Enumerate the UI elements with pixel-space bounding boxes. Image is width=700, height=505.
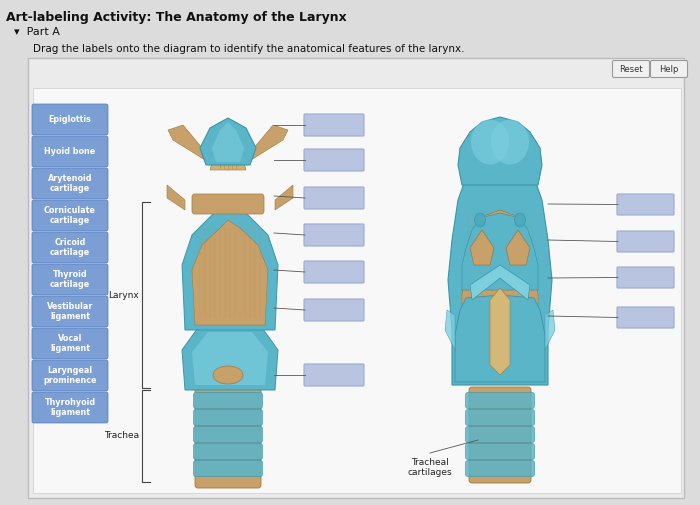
Text: Laryngeal
prominence: Laryngeal prominence bbox=[43, 366, 97, 385]
Text: Vocal
ligament: Vocal ligament bbox=[50, 334, 90, 353]
Polygon shape bbox=[545, 310, 555, 350]
FancyBboxPatch shape bbox=[195, 387, 261, 488]
FancyBboxPatch shape bbox=[304, 261, 364, 283]
FancyBboxPatch shape bbox=[469, 387, 531, 483]
FancyBboxPatch shape bbox=[32, 360, 108, 391]
Polygon shape bbox=[448, 145, 552, 385]
FancyBboxPatch shape bbox=[304, 149, 364, 171]
Text: Corniculate
cartilage: Corniculate cartilage bbox=[44, 206, 96, 225]
Polygon shape bbox=[445, 310, 455, 350]
Polygon shape bbox=[462, 213, 538, 290]
FancyBboxPatch shape bbox=[304, 224, 364, 246]
FancyBboxPatch shape bbox=[32, 392, 108, 423]
FancyBboxPatch shape bbox=[466, 443, 535, 460]
FancyBboxPatch shape bbox=[193, 392, 262, 409]
Polygon shape bbox=[470, 230, 494, 265]
Ellipse shape bbox=[475, 213, 486, 227]
FancyBboxPatch shape bbox=[32, 168, 108, 199]
Polygon shape bbox=[506, 230, 530, 265]
FancyBboxPatch shape bbox=[466, 392, 535, 409]
FancyBboxPatch shape bbox=[32, 104, 108, 135]
Text: Larynx: Larynx bbox=[108, 290, 139, 299]
FancyBboxPatch shape bbox=[193, 410, 262, 426]
Polygon shape bbox=[200, 118, 256, 165]
Text: Drag the labels onto the diagram to identify the anatomical features of the lary: Drag the labels onto the diagram to iden… bbox=[33, 44, 465, 54]
FancyBboxPatch shape bbox=[304, 299, 364, 321]
Polygon shape bbox=[490, 288, 510, 375]
Polygon shape bbox=[212, 122, 244, 162]
Polygon shape bbox=[167, 185, 185, 210]
FancyBboxPatch shape bbox=[617, 307, 674, 328]
FancyBboxPatch shape bbox=[32, 328, 108, 359]
FancyBboxPatch shape bbox=[193, 443, 262, 460]
FancyBboxPatch shape bbox=[192, 194, 264, 214]
Text: Reset: Reset bbox=[620, 65, 643, 74]
FancyBboxPatch shape bbox=[466, 427, 535, 442]
Polygon shape bbox=[275, 185, 293, 210]
FancyBboxPatch shape bbox=[32, 296, 108, 327]
Polygon shape bbox=[470, 265, 530, 300]
FancyBboxPatch shape bbox=[32, 136, 108, 167]
FancyBboxPatch shape bbox=[612, 61, 650, 77]
Text: Cricoid
cartilage: Cricoid cartilage bbox=[50, 238, 90, 257]
Text: Vestibular
ligament: Vestibular ligament bbox=[47, 302, 93, 321]
Polygon shape bbox=[192, 332, 268, 385]
FancyBboxPatch shape bbox=[617, 231, 674, 252]
FancyBboxPatch shape bbox=[32, 200, 108, 231]
Polygon shape bbox=[182, 205, 278, 330]
Text: Art-labeling Activity: The Anatomy of the Larynx: Art-labeling Activity: The Anatomy of th… bbox=[6, 11, 346, 24]
Polygon shape bbox=[228, 125, 288, 170]
FancyBboxPatch shape bbox=[193, 427, 262, 442]
FancyBboxPatch shape bbox=[466, 410, 535, 426]
Text: Epiglottis: Epiglottis bbox=[48, 115, 92, 124]
Text: Thyroid
cartilage: Thyroid cartilage bbox=[50, 270, 90, 289]
FancyBboxPatch shape bbox=[304, 114, 364, 136]
FancyBboxPatch shape bbox=[466, 461, 535, 477]
Polygon shape bbox=[182, 325, 278, 390]
FancyBboxPatch shape bbox=[193, 461, 262, 477]
Polygon shape bbox=[192, 220, 268, 325]
FancyBboxPatch shape bbox=[32, 264, 108, 295]
FancyBboxPatch shape bbox=[28, 58, 684, 498]
FancyBboxPatch shape bbox=[304, 187, 364, 209]
FancyBboxPatch shape bbox=[650, 61, 687, 77]
Text: Tracheal
cartilages: Tracheal cartilages bbox=[407, 458, 452, 477]
Text: Thyrohyoid
ligament: Thyrohyoid ligament bbox=[44, 398, 96, 417]
Text: Hyoid bone: Hyoid bone bbox=[44, 147, 96, 156]
Ellipse shape bbox=[471, 120, 509, 165]
Ellipse shape bbox=[213, 366, 243, 384]
Polygon shape bbox=[168, 125, 228, 170]
Text: Help: Help bbox=[659, 65, 679, 74]
FancyBboxPatch shape bbox=[617, 194, 674, 215]
Text: ▾  Part A: ▾ Part A bbox=[14, 27, 60, 37]
Polygon shape bbox=[455, 295, 545, 382]
Polygon shape bbox=[230, 225, 268, 325]
Polygon shape bbox=[458, 117, 542, 185]
Ellipse shape bbox=[514, 213, 526, 227]
Text: Trachea: Trachea bbox=[104, 431, 139, 440]
Polygon shape bbox=[210, 145, 246, 170]
Text: Arytenoid
cartilage: Arytenoid cartilage bbox=[48, 174, 92, 193]
Polygon shape bbox=[462, 210, 538, 380]
FancyBboxPatch shape bbox=[304, 364, 364, 386]
FancyBboxPatch shape bbox=[32, 232, 108, 263]
FancyBboxPatch shape bbox=[33, 88, 681, 493]
Polygon shape bbox=[192, 225, 226, 325]
FancyBboxPatch shape bbox=[617, 267, 674, 288]
Ellipse shape bbox=[491, 120, 529, 165]
